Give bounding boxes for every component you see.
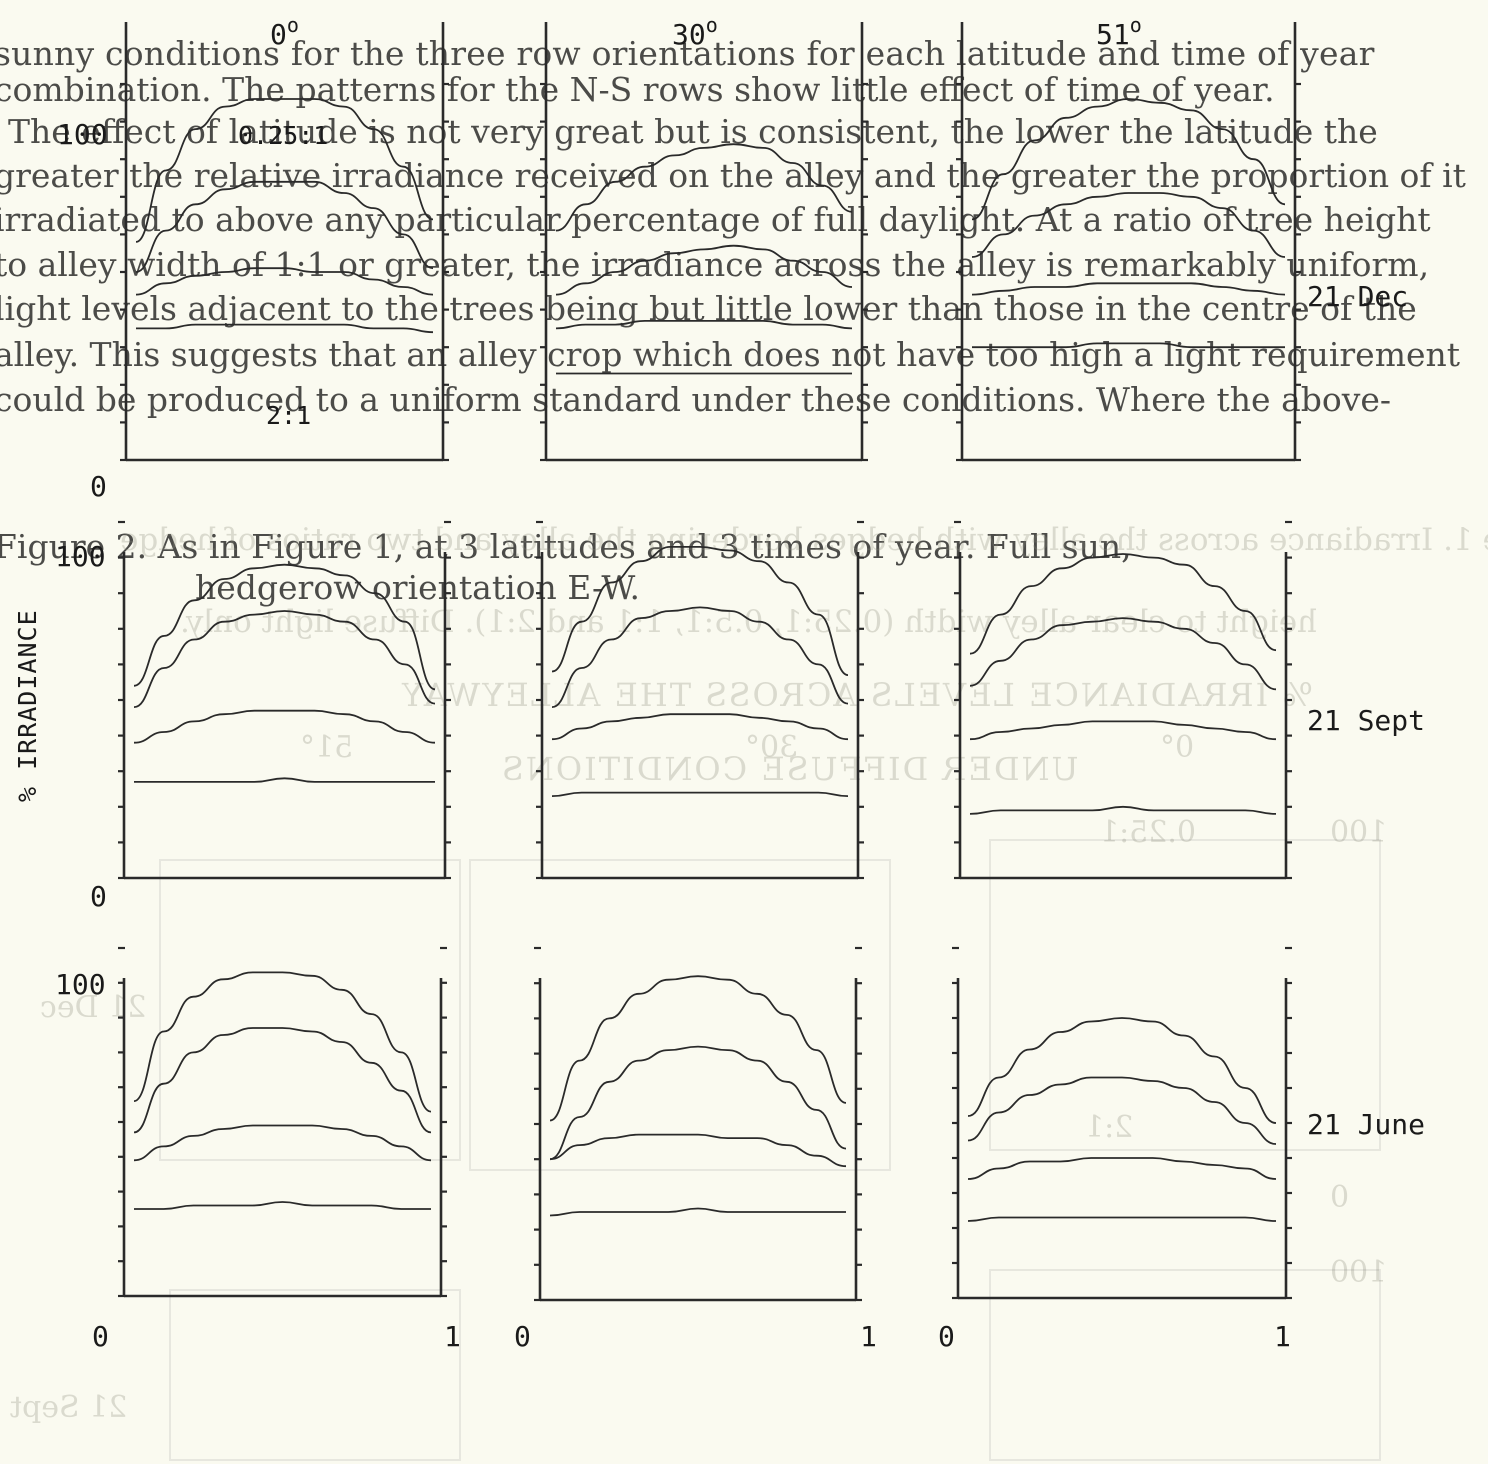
- panel-2-1: [118, 520, 451, 880]
- series-line-1-1: [969, 720, 1277, 741]
- series-line-1-1: [967, 1157, 1277, 1180]
- y-zero-label-row-2: 0: [90, 880, 107, 913]
- row-label-1: 21 Dec: [1307, 280, 1408, 313]
- series-line-0.5-1: [967, 1076, 1277, 1145]
- series-line-0.25-1: [971, 98, 1286, 221]
- y-axis-label: % IRRADIANCE: [13, 609, 42, 802]
- series-line-0.5-1: [971, 192, 1286, 258]
- y-zero-label-row-1: 0: [90, 470, 107, 503]
- column-title-1: 0o: [270, 13, 299, 51]
- row-label-2: 21 Sept: [1307, 704, 1425, 737]
- series-line-0.25-1: [551, 546, 849, 676]
- series-line-2-1: [133, 1201, 431, 1210]
- series-line-0.25-1: [967, 1017, 1277, 1124]
- y-max-label-row-1: 100: [57, 118, 108, 151]
- series-line-0.5-1: [555, 244, 853, 296]
- mirror-frame-a: [159, 859, 461, 1161]
- row-label-3: 21 June: [1307, 1108, 1425, 1141]
- series-line-1-1: [971, 282, 1286, 296]
- series-line-1-1: [135, 267, 434, 296]
- panel-1-3: [956, 22, 1301, 462]
- mirror-frame-d: [169, 1289, 461, 1461]
- series-line-1-1: [555, 320, 853, 330]
- panel-2-2: [536, 520, 864, 880]
- panel-3-2: [534, 946, 862, 1302]
- ratio-label-0.25: 0.25:1: [238, 121, 328, 150]
- series-line-2-1: [134, 777, 435, 783]
- series-line-0.5-1: [135, 180, 434, 273]
- series-line-0.25-1: [549, 975, 847, 1122]
- x-max-label-col-2: 1: [860, 1320, 877, 1353]
- series-line-0.5-1: [969, 617, 1277, 691]
- series-line-0.5-1: [133, 610, 436, 708]
- x-max-label-col-1: 1: [444, 1320, 461, 1353]
- mirror-panel-frames: [159, 839, 1381, 1461]
- series-line-0.25-1: [133, 971, 432, 1113]
- series-line-0.25-1: [135, 98, 434, 243]
- panel-3-3: [952, 946, 1292, 1300]
- series-line-0.5-1: [551, 606, 849, 708]
- series-line-1-1: [133, 709, 436, 744]
- mirror-frame-c: [989, 839, 1381, 1151]
- series-line-1-1: [133, 1124, 432, 1162]
- mirror-frame-b: [469, 859, 891, 1171]
- series-line-1-1: [549, 1133, 847, 1168]
- series-line-0.25-1: [133, 563, 436, 691]
- panel-1-1: [120, 22, 449, 462]
- column-title-2: 30o: [672, 13, 718, 51]
- column-title-3: 51o: [1096, 13, 1142, 51]
- series-line-0.5-1: [133, 1027, 432, 1134]
- series-line-2-1: [972, 342, 1285, 349]
- series-line-2-1: [967, 1216, 1277, 1222]
- x-min-label-col-3: 0: [938, 1320, 955, 1353]
- labels-layer: % IRRADIANCE 0.25:1 2:1 0o 30o 51o 21 Dec 21…: [13, 13, 1425, 1353]
- panel-2-3: [954, 520, 1292, 880]
- series-line-2-1: [135, 323, 434, 334]
- series-line-2-1: [549, 1207, 846, 1217]
- panel-3-1: [118, 946, 447, 1298]
- y-max-label-row-3: 100: [55, 968, 106, 1001]
- series-line-2-1: [969, 805, 1277, 815]
- y-max-label-row-2: 100: [55, 540, 106, 573]
- x-min-label-col-1: 0: [92, 1320, 109, 1353]
- ratio-label-2: 2:1: [266, 401, 311, 430]
- series-line-2-1: [551, 791, 849, 797]
- mirror-frame-e: [989, 1269, 1381, 1461]
- series-line-0.25-1: [555, 143, 853, 232]
- panels-layer: [118, 22, 1301, 1302]
- series-line-0.5-1: [549, 1045, 847, 1161]
- series-line-0.25-1: [969, 553, 1277, 655]
- x-max-label-col-3: 1: [1274, 1320, 1291, 1353]
- x-min-label-col-2: 0: [514, 1320, 531, 1353]
- series-line-1-1: [551, 713, 849, 741]
- panel-1-2: [540, 22, 868, 462]
